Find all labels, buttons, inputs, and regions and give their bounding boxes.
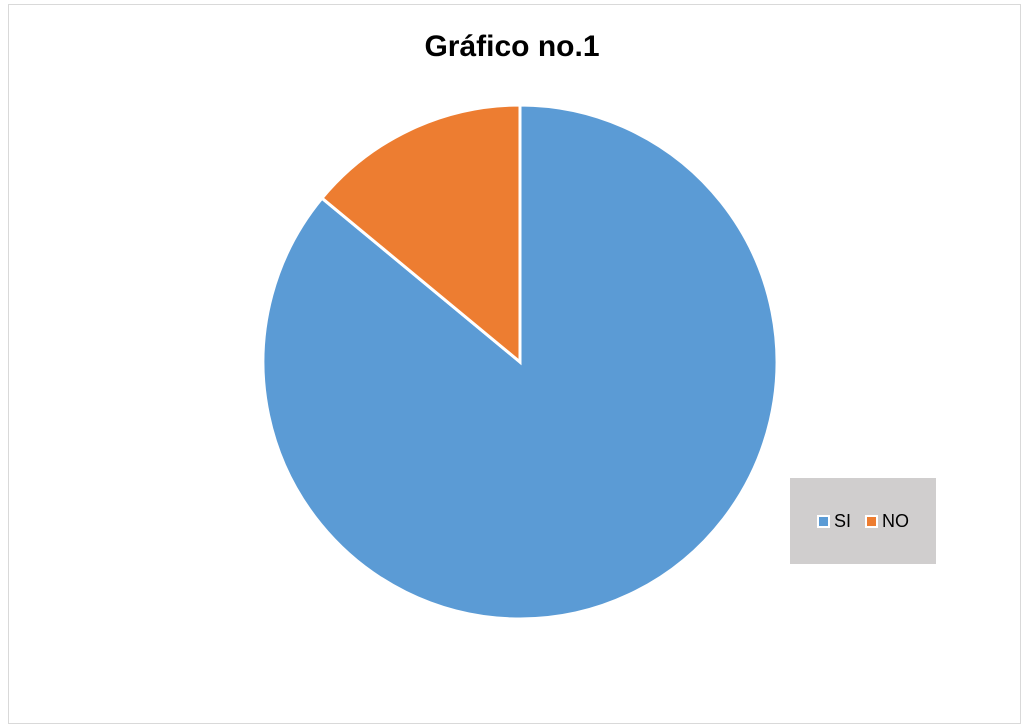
legend-swatch-si [816, 514, 830, 528]
legend-swatch-no [865, 514, 878, 528]
chart-title: Gráfico no.1 [424, 30, 600, 63]
legend-entry-si: SI [816, 510, 851, 532]
pie-slice-no [319, 103, 522, 366]
chart-legend: SI NO [790, 478, 936, 564]
legend-entry-no: NO [865, 511, 909, 532]
legend-label-si: SI [833, 510, 851, 531]
pie-chart [261, 103, 779, 621]
legend-label-no: NO [882, 510, 909, 531]
